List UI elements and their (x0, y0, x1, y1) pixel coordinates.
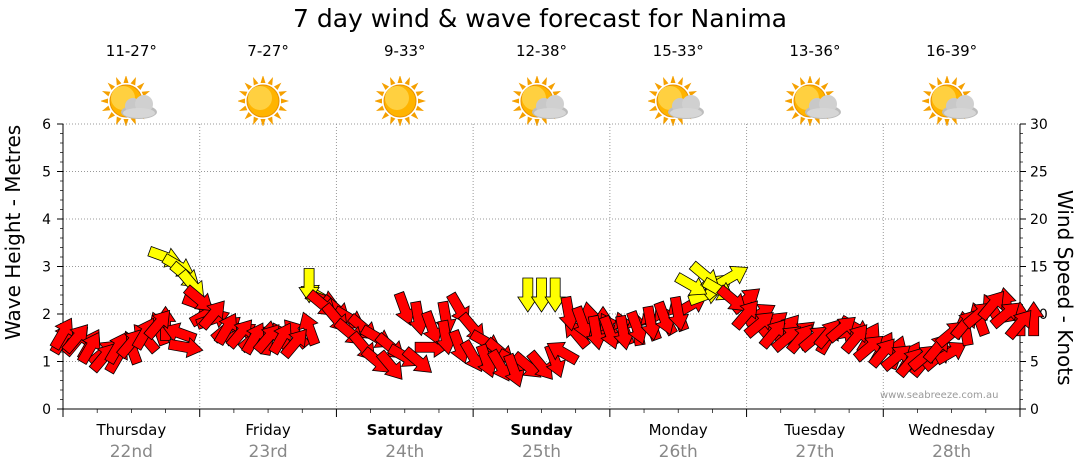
right-tick-label: 20 (1030, 212, 1048, 228)
wave-arrow (393, 291, 416, 326)
sun-icon (237, 75, 298, 127)
day-name: Sunday (510, 421, 573, 439)
wave-arrow (143, 309, 171, 341)
day-date: 24th (385, 442, 425, 462)
wave-arrow (280, 328, 307, 360)
temp-range: 11-27° (105, 42, 157, 60)
temp-range: 15-33° (652, 42, 704, 60)
sun-cloud-icon (783, 75, 845, 127)
wave-arrow (61, 324, 89, 355)
day-name: Thursday (96, 421, 167, 439)
wave-arrow (1004, 309, 1032, 341)
wave-arrow (421, 310, 443, 345)
wave-arrow (241, 322, 265, 356)
wave-arrow (840, 324, 868, 355)
wave-arrow (198, 300, 225, 331)
left-tick-label: 0 (42, 402, 51, 418)
credit-text: www.seabreeze.com.au (880, 390, 999, 401)
temp-range: 16-39° (926, 42, 978, 60)
temp-range: 12-38° (515, 42, 568, 60)
wave-arrow (674, 272, 708, 296)
wave-arrow (76, 331, 101, 366)
wave-arrow (585, 314, 608, 351)
right-tick-label: 25 (1030, 165, 1048, 181)
wave-arrow (544, 277, 566, 313)
wave-arrow (213, 312, 238, 347)
sun-cloud-icon (510, 75, 572, 127)
day-date: 25th (521, 442, 562, 462)
wind-arrow (546, 341, 580, 366)
day-date: 28th (932, 442, 972, 462)
left-tick-label: 3 (42, 260, 51, 276)
day-name: Friday (245, 421, 291, 439)
day-name: Monday (648, 421, 708, 439)
wave-arrow (49, 317, 74, 351)
chart-title: 7 day wind & wave forecast for Nanima (292, 4, 788, 33)
sun-icon (373, 75, 435, 127)
wave-arrow (530, 277, 553, 313)
left-tick-label: 1 (42, 355, 51, 371)
day-name: Saturday (366, 421, 443, 439)
wave-arrow (731, 300, 758, 331)
wave-arrow (989, 302, 1020, 330)
wind-arrow (933, 341, 967, 366)
right-tick-label: 30 (1030, 117, 1048, 133)
right-tick-label: 15 (1030, 260, 1048, 276)
wind-arrow (401, 346, 433, 373)
left-tick-label: 4 (42, 212, 51, 228)
day-date: 22nd (109, 442, 153, 462)
day-date: 26th (658, 442, 698, 462)
wave-arrow (571, 305, 594, 341)
wind-arrow (162, 322, 198, 345)
wave-arrow (375, 349, 403, 380)
wave-arrow (743, 312, 774, 339)
left-tick-label: 5 (42, 165, 51, 181)
day-name: Tuesday (784, 421, 846, 439)
temp-range: 9-33° (384, 42, 426, 60)
day-date: 23rd (248, 442, 288, 462)
right-tick-label: 5 (1030, 355, 1039, 371)
left-tick-label: 6 (42, 117, 51, 133)
wave-arrow (182, 284, 214, 312)
left-tick-label: 2 (42, 307, 51, 323)
wave-arrow (825, 316, 856, 344)
wave-arrow (716, 284, 747, 312)
temp-range: 13-36° (789, 42, 841, 60)
right-tick-label: 0 (1030, 402, 1039, 418)
wind-arrow (544, 343, 566, 379)
wind-arrow (526, 349, 553, 380)
wind-arrow (298, 311, 321, 347)
temp-range: 7-27° (247, 42, 289, 60)
day-name: Wednesday (908, 421, 996, 439)
wave-arrow (517, 277, 539, 313)
wave-arrow (503, 352, 525, 388)
wave-arrow (667, 295, 690, 332)
day-date: 27th (795, 442, 835, 462)
sun-cloud-icon (920, 75, 982, 127)
wave-arrow (977, 290, 1005, 322)
wave-arrow (268, 322, 292, 356)
wave-arrow (785, 324, 813, 355)
wave-arrow (598, 314, 621, 350)
wind-arrow (167, 336, 204, 359)
sun-cloud-icon (100, 75, 161, 127)
sun-cloud-icon (647, 75, 708, 127)
